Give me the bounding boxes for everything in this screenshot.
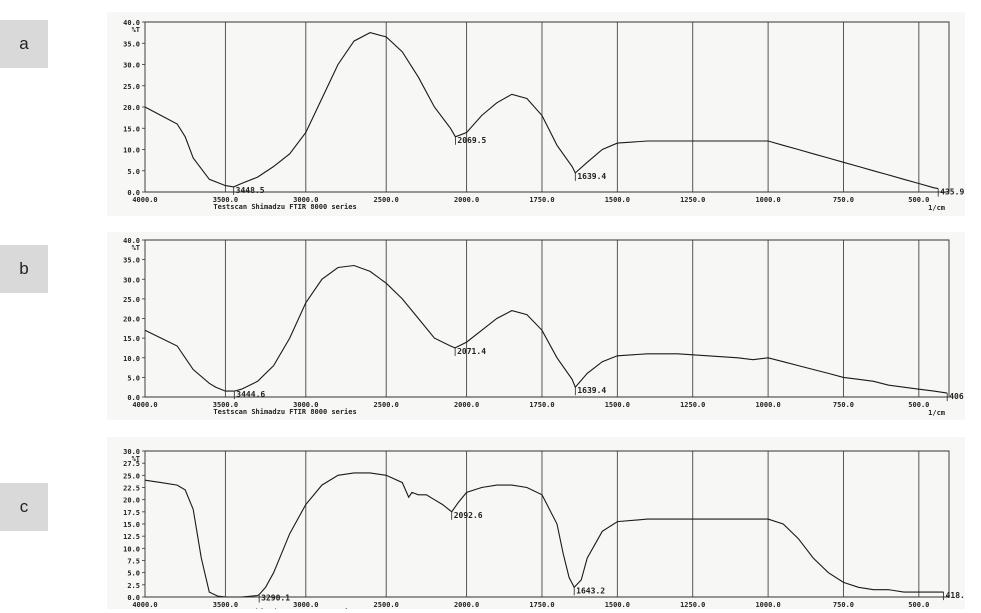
peak-label: 1639.4 — [577, 172, 606, 181]
y-tick-label: 10.0 — [123, 545, 140, 553]
peak-label: 3290.1 — [261, 594, 290, 603]
x-tick-label: 2000.0 — [454, 196, 479, 204]
peak-label: 2071.4 — [457, 347, 486, 356]
peak-label: 2092.6 — [454, 511, 483, 520]
x-tick-label: 3000.0 — [293, 401, 318, 409]
y-tick-label: 17.5 — [123, 509, 140, 517]
y-tick-label: 25.0 — [123, 296, 140, 304]
ftir-chart-a-svg: 0.0 5.0 10.0 15.0 20.0 25.0 30.0 35.0 40.0%T 4000… — [123, 19, 964, 212]
y-tick-label: 30.0 — [123, 62, 140, 70]
x-tick-label: 2500.0 — [374, 601, 399, 609]
y-tick-label: 40.0 — [123, 237, 140, 245]
x-tick-label: 500.0 — [908, 601, 929, 609]
y-tick-label: 2.5 — [127, 582, 140, 590]
x-tick-label: 1500.0 — [605, 196, 630, 204]
x-tick-label: 3500.0 — [213, 196, 238, 204]
y-axis-label: %T — [132, 455, 140, 463]
x-axis-label: 1/cm — [928, 409, 945, 417]
x-tick-label: 750.0 — [833, 601, 854, 609]
x-tick-label: 2000.0 — [454, 401, 479, 409]
panel-label-b: b — [0, 245, 48, 293]
chart-caption: Testscan Shimadzu FTIR 8000 series — [213, 608, 356, 609]
y-tick-label: 12.5 — [123, 533, 140, 541]
y-tick-label: 15.0 — [123, 521, 140, 529]
y-tick-label: 15.0 — [123, 335, 140, 343]
y-tick-label: 0.0 — [127, 189, 140, 197]
x-tick-label: 1750.0 — [529, 401, 554, 409]
x-tick-label: 1750.0 — [529, 196, 554, 204]
y-tick-label: 20.0 — [123, 316, 140, 324]
y-tick-label: 10.0 — [123, 355, 140, 363]
ftir-chart-a: 0.0 5.0 10.0 15.0 20.0 25.0 30.0 35.0 40.0 %T 4000… — [107, 12, 965, 216]
y-tick-label: 35.0 — [123, 257, 140, 265]
spectrum-series — [144, 472, 944, 598]
x-tick-label: 750.0 — [833, 401, 854, 409]
y-tick-label: 30.0 — [123, 276, 140, 284]
ftir-chart-b: 0.0 5.0 10.0 15.0 20.0 25.0 30.0 35.0 40.0 %T 4000… — [107, 232, 973, 420]
y-tick-label: 20.0 — [123, 104, 140, 112]
x-tick-label: 1250.0 — [680, 196, 705, 204]
peak-label: 1639.4 — [577, 386, 606, 395]
ftir-chart-c-svg: 0.0 2.5 5.0 7.5 10.0 12.5 15.0 17.5 20.0 22.5 25.0… — [123, 448, 970, 613]
x-tick-label: 500.0 — [908, 401, 929, 409]
x-tick-label: 2500.0 — [374, 196, 399, 204]
x-tick-label: 3500.0 — [213, 601, 238, 609]
chart-caption: Testscan Shimadzu FTIR 8000 series — [213, 408, 356, 416]
y-tick-label: 0.0 — [127, 394, 140, 402]
x-axis-label: 1/cm — [928, 204, 945, 212]
spectrum-series — [144, 264, 948, 394]
y-axis-label: %T — [132, 26, 140, 34]
x-tick-label: 1250.0 — [680, 401, 705, 409]
x-tick-label: 1000.0 — [755, 401, 780, 409]
x-tick-label: 1750.0 — [529, 601, 554, 609]
x-tick-label: 3500.0 — [213, 401, 238, 409]
peak-label: 1643.2 — [576, 586, 605, 595]
plot-frame — [144, 21, 950, 193]
plot-frame — [144, 450, 950, 598]
x-tick-label: 1000.0 — [755, 196, 780, 204]
x-tick-label: 750.0 — [833, 196, 854, 204]
peak-label: 2069.5 — [457, 136, 486, 145]
peak-label: 3444.6 — [236, 390, 265, 399]
x-tick-label: 3000.0 — [293, 196, 318, 204]
ftir-chart-b-svg: 0.0 5.0 10.0 15.0 20.0 25.0 30.0 35.0 40.0%T 4000… — [123, 237, 973, 417]
x-tick-label: 1250.0 — [680, 601, 705, 609]
y-axis-label: %T — [132, 244, 140, 252]
x-tick-label: 3000.0 — [293, 601, 318, 609]
y-tick-label: 22.5 — [123, 485, 140, 493]
x-tick-label: 1500.0 — [605, 601, 630, 609]
panel-label-a: a — [0, 20, 48, 68]
peak-label: 3448.5 — [236, 186, 265, 195]
panel-label-c: c — [0, 483, 48, 531]
x-tick-label: 1000.0 — [755, 601, 780, 609]
y-tick-label: 7.5 — [127, 558, 140, 566]
y-tick-label: 25.0 — [123, 472, 140, 480]
peak-label: 435.9 — [940, 188, 964, 197]
x-tick-label: 4000.0 — [132, 401, 157, 409]
y-tick-label: 30.0 — [123, 448, 140, 456]
y-tick-label: 5.0 — [127, 374, 140, 382]
peak-label: 406.0 — [949, 392, 965, 401]
y-tick-label: 0.0 — [127, 594, 140, 602]
y-tick-label: 35.0 — [123, 40, 140, 48]
x-tick-label: 500.0 — [908, 196, 929, 204]
peak-label: 418.0 — [946, 591, 965, 600]
y-tick-label: 27.5 — [123, 460, 140, 468]
spectrum-series — [144, 32, 939, 190]
x-tick-label: 2000.0 — [454, 601, 479, 609]
x-tick-label: 4000.0 — [132, 601, 157, 609]
y-tick-label: 5.0 — [127, 570, 140, 578]
x-tick-label: 2500.0 — [374, 401, 399, 409]
y-tick-label: 5.0 — [127, 168, 140, 176]
y-tick-label: 20.0 — [123, 497, 140, 505]
y-tick-label: 25.0 — [123, 83, 140, 91]
chart-caption: Testscan Shimadzu FTIR 8000 series — [213, 203, 356, 211]
ftir-chart-c: 0.0 2.5 5.0 7.5 10.0 12.5 15.0 17.5 20.0 22.5 25.0… — [107, 437, 970, 613]
x-tick-label: 1500.0 — [605, 401, 630, 409]
x-tick-label: 4000.0 — [132, 196, 157, 204]
y-tick-label: 15.0 — [123, 125, 140, 133]
y-tick-label: 40.0 — [123, 19, 140, 27]
y-tick-label: 10.0 — [123, 147, 140, 155]
